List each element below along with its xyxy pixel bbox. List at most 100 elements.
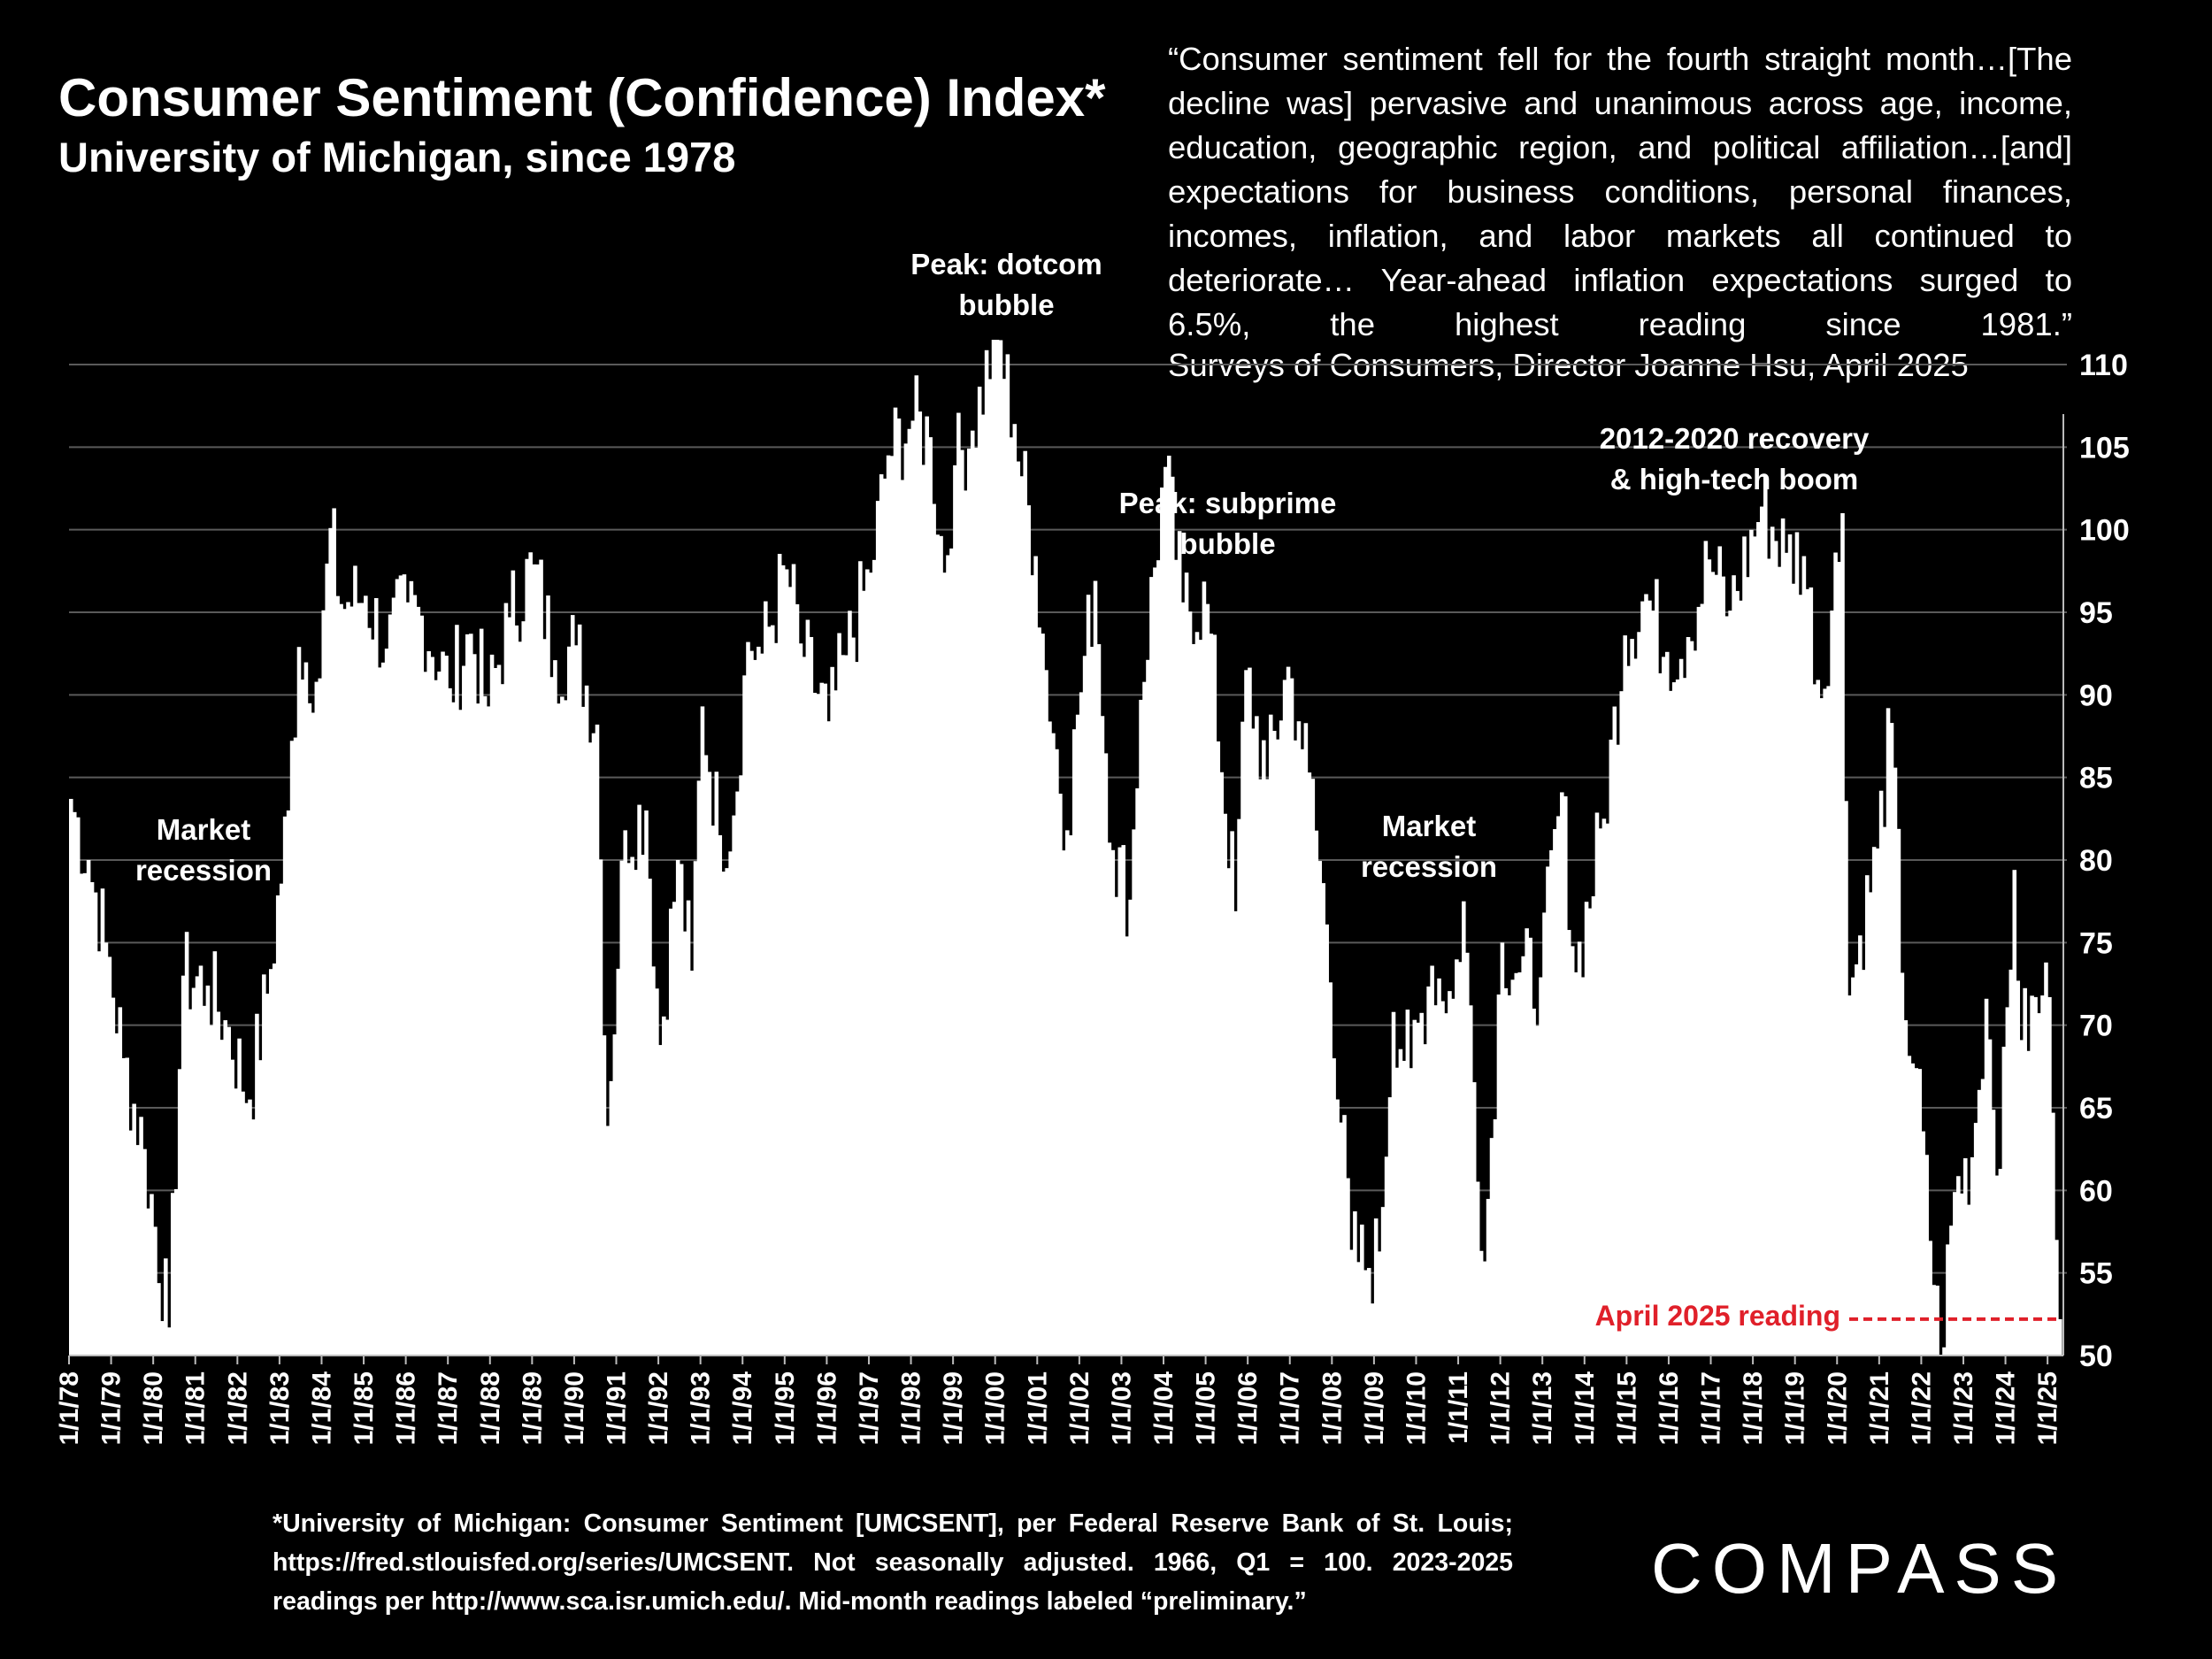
bar: [198, 965, 204, 1356]
bar: [1546, 866, 1550, 1356]
bar: [995, 340, 1000, 1356]
bar: [107, 956, 112, 1356]
x-tick-label: 1/1/03: [1107, 1371, 1136, 1445]
bar: [1237, 818, 1241, 1356]
bar: [760, 653, 764, 1356]
bar: [1539, 977, 1543, 1356]
bar: [1240, 721, 1245, 1356]
bar: [2051, 1112, 2055, 1356]
bar: [307, 703, 312, 1356]
bar: [1626, 665, 1631, 1356]
bar: [893, 407, 898, 1356]
x-tick-label: 1/1/23: [1949, 1371, 1978, 1445]
bar: [1262, 740, 1266, 1356]
bar: [998, 340, 1003, 1356]
bar: [984, 349, 989, 1356]
bar: [216, 1011, 221, 1356]
y-tick-label: 55: [2079, 1257, 2113, 1291]
bar: [462, 665, 466, 1356]
bar: [1153, 567, 1157, 1356]
bar: [2026, 1050, 2031, 1356]
bar: [1268, 714, 1273, 1356]
bar: [1110, 849, 1116, 1356]
bar: [173, 1188, 179, 1356]
bar: [960, 449, 964, 1356]
annotation-market-recession-1: Market recession: [134, 813, 273, 887]
bar: [1107, 842, 1112, 1356]
bar: [1605, 823, 1610, 1356]
bar: [303, 662, 309, 1356]
bar: [805, 619, 810, 1356]
bar: [1532, 1008, 1536, 1356]
bar: [928, 437, 933, 1356]
bar: [668, 908, 673, 1356]
bar: [764, 601, 768, 1356]
bar: [1791, 583, 1796, 1356]
bar: [279, 883, 284, 1356]
bar: [1675, 679, 1680, 1356]
bar: [1612, 706, 1617, 1356]
bar: [1917, 1069, 1923, 1356]
bar: [125, 1057, 130, 1356]
bar: [1812, 684, 1817, 1356]
bar: [918, 411, 923, 1356]
bar: [1307, 772, 1312, 1356]
bar: [1387, 1097, 1393, 1356]
bar: [1966, 1204, 1971, 1356]
x-tick-label: 1/1/96: [812, 1371, 841, 1445]
bar: [1949, 1225, 1954, 1356]
bar: [879, 474, 884, 1356]
bar: [1994, 1175, 2000, 1356]
bar: [367, 627, 372, 1356]
bar: [868, 572, 873, 1356]
bar: [1844, 801, 1848, 1356]
bar: [1062, 850, 1066, 1356]
bar: [1907, 1056, 1912, 1356]
bar: [1871, 847, 1877, 1356]
bar: [1823, 688, 1827, 1356]
bar: [1258, 779, 1263, 1356]
bar: [721, 872, 726, 1356]
bar: [132, 1103, 136, 1356]
bar: [1394, 1067, 1400, 1356]
bar: [251, 1119, 256, 1356]
bar: [1819, 698, 1824, 1356]
bar: [1855, 964, 1859, 1356]
y-axis: 50 55 60 65 70 75 80 85 90 95 100 105 110: [2062, 349, 2130, 1373]
bar: [142, 1148, 147, 1356]
x-tick-label: 1/1/08: [1317, 1371, 1347, 1445]
bar: [1437, 978, 1441, 1356]
bar: [1671, 682, 1677, 1356]
x-tick-label: 1/1/22: [1907, 1371, 1936, 1445]
bar: [1868, 892, 1873, 1356]
bar: [1910, 1063, 1916, 1356]
bar: [1696, 606, 1701, 1356]
bar: [1055, 749, 1059, 1356]
bar: [707, 772, 712, 1356]
bar: [1226, 868, 1231, 1356]
bar: [1773, 541, 1778, 1356]
bar: [1601, 818, 1607, 1356]
x-tick-label: 1/1/06: [1233, 1371, 1263, 1445]
bar: [1455, 959, 1459, 1356]
bar: [1233, 910, 1238, 1356]
bar: [2044, 962, 2048, 1356]
bar: [1528, 937, 1532, 1356]
bar: [528, 552, 533, 1356]
bar: [2005, 1007, 2010, 1356]
bar: [925, 416, 929, 1356]
bar: [2058, 1318, 2062, 1356]
bar: [1409, 1068, 1414, 1356]
bar: [318, 678, 323, 1356]
bar: [1223, 813, 1227, 1356]
bar: [1096, 644, 1102, 1356]
bar: [282, 816, 288, 1356]
bar: [1289, 678, 1294, 1356]
bar: [1300, 749, 1305, 1356]
x-tick-label: 1/1/01: [1023, 1371, 1052, 1445]
bar: [1251, 728, 1256, 1356]
bar: [300, 680, 305, 1356]
bar: [766, 626, 772, 1356]
bar: [1419, 1012, 1425, 1356]
bar: [1724, 616, 1729, 1356]
